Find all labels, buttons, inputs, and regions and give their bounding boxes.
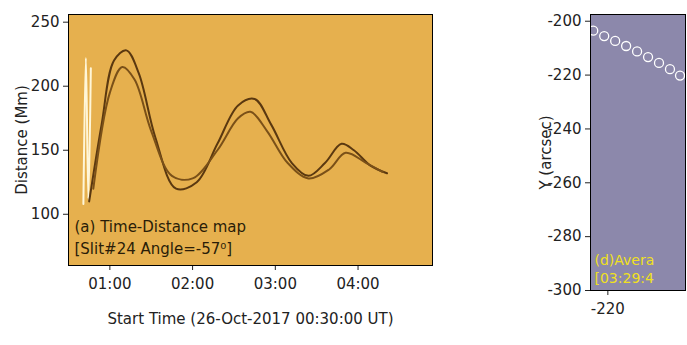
svg-text:(a) Time-Distance map: (a) Time-Distance map [75,218,246,236]
svg-text:Y (arcsec): Y (arcsec) [537,115,555,190]
svg-text:[Slit#24 Angle=-57⁰]: [Slit#24 Angle=-57⁰] [75,240,233,258]
svg-text:-220: -220 [547,66,581,84]
svg-text:-300: -300 [547,281,581,299]
svg-text:250: 250 [31,13,60,31]
svg-text:02:00: 02:00 [171,275,214,293]
svg-text:[03:29:4: [03:29:4 [595,270,655,286]
svg-text:03:00: 03:00 [254,275,297,293]
svg-text:(d)Avera: (d)Avera [595,252,655,268]
svg-text:04:00: 04:00 [336,275,379,293]
svg-text:Start Time (26-Oct-2017 00:30:: Start Time (26-Oct-2017 00:30:00 UT) [107,310,393,328]
svg-text:-240: -240 [547,119,582,138]
svg-text:200: 200 [31,77,60,95]
svg-text:-280: -280 [547,227,581,245]
svg-text:-220: -220 [591,300,625,318]
svg-text:100: 100 [31,205,60,223]
svg-text:01:00: 01:00 [88,275,131,293]
svg-text:-260: -260 [547,173,582,192]
svg-text:150: 150 [31,141,60,159]
svg-text:Distance (Mm): Distance (Mm) [13,85,31,195]
svg-text:-200: -200 [547,12,581,30]
